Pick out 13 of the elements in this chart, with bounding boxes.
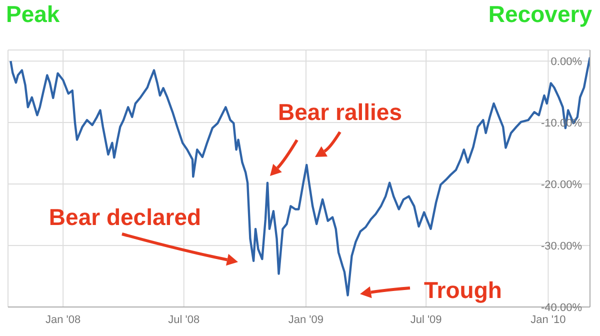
- x-tick-label: Jan '10: [530, 314, 566, 326]
- y-tick-label: 0.00%: [550, 56, 582, 68]
- annotation: Bear rallies: [278, 99, 402, 125]
- x-tick-label: Jan '08: [46, 314, 81, 326]
- text: Recovery: [488, 1, 592, 27]
- annotation: Trough: [424, 277, 502, 303]
- x-tick-label: Jul '09: [410, 314, 442, 326]
- annotation: Bear declared: [48, 204, 202, 230]
- x-tick-label: Jan '09: [288, 314, 324, 326]
- y-tick-label: -30.00%: [541, 240, 582, 252]
- y-tick-label: -20.00%: [541, 178, 582, 191]
- text: Peak: [6, 1, 60, 27]
- x-tick-label: Jul '08: [168, 314, 200, 326]
